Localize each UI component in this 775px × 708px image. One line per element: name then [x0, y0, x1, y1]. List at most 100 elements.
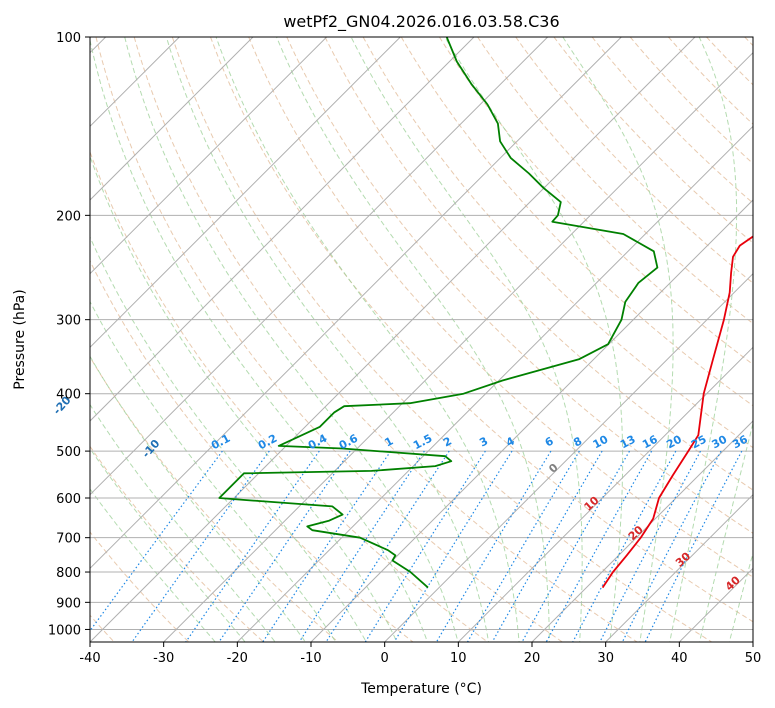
- line-labels: 0.10.20.40.611.52346810131620253036-100-…: [51, 393, 751, 593]
- mixing-ratio-line: [262, 450, 392, 642]
- dry-adiabat-line: [362, 37, 753, 449]
- mixing-ratio-line: [325, 450, 450, 642]
- dry-adiabat-line: [171, 37, 713, 642]
- x-axis-label: Temperature (°C): [360, 681, 482, 697]
- dry-adiabat-line: [90, 356, 339, 642]
- dry-adiabat-line: [95, 37, 564, 642]
- mixing-ratio-label: 13: [618, 433, 638, 452]
- mixing-ratio-lines: [90, 450, 743, 642]
- x-tick-label: -10: [300, 651, 321, 666]
- moist-adiabat-line: [124, 37, 459, 642]
- mixing-ratio-label: 30: [710, 433, 730, 452]
- isotherm-gridline: [90, 37, 622, 570]
- plot-frame: [89, 36, 754, 643]
- x-tick-label: 0: [381, 651, 389, 666]
- y-tick-label: 500: [56, 445, 81, 460]
- dry-adiabat-line: [400, 37, 753, 407]
- mixing-ratio-label: 2: [441, 434, 454, 449]
- mixing-ratio-line: [435, 450, 552, 642]
- dewpoint-profile-line: [218, 37, 659, 589]
- isotherm-gridline: [236, 125, 753, 642]
- mixing-ratio-label: 6: [543, 434, 556, 449]
- mixing-ratio-line: [644, 450, 743, 642]
- moist-adiabat-line: [90, 403, 276, 642]
- x-tick-label: 50: [745, 651, 762, 666]
- x-tick-label: 30: [597, 651, 614, 666]
- dry-adiabat-line: [438, 37, 753, 366]
- x-tick-label: -30: [153, 651, 174, 666]
- mixing-ratio-label: 20: [664, 433, 684, 452]
- dry-adiabat-line: [248, 37, 753, 578]
- y-tick-label: 400: [56, 388, 81, 403]
- moist-adiabat-line: [90, 488, 216, 642]
- mixing-ratio-line: [572, 450, 677, 642]
- x-tick-label: -20: [227, 651, 248, 666]
- mixing-ratio-line: [521, 450, 631, 642]
- x-tick-label: 10: [450, 651, 467, 666]
- dry-adiabat-label: -10: [140, 437, 163, 461]
- y-tick-label: 900: [56, 596, 81, 611]
- moist-adiabat-line: [699, 421, 753, 642]
- moist-adiabat-label: 40: [723, 573, 743, 593]
- moist-adiabat-line: [90, 300, 337, 642]
- isotherm-gridline: [752, 641, 753, 642]
- x-axis-ticks: -40 -30 -20 -10 0 10 20 30 40 50: [79, 642, 761, 666]
- moist-adiabat-line: [90, 154, 398, 642]
- moist-adiabat-line: [90, 235, 367, 642]
- x-tick-label: 40: [671, 651, 688, 666]
- mixing-ratio-label: 10: [591, 433, 611, 452]
- y-tick-label: 600: [56, 492, 81, 507]
- x-tick-label: 20: [524, 651, 541, 666]
- dry-adiabat-line: [133, 37, 638, 642]
- moist-adiabat-label: 30: [673, 549, 693, 569]
- isotherm-gridline: [531, 420, 753, 642]
- moist-adiabat-line: [215, 37, 520, 642]
- isotherm-gridline: [90, 37, 475, 422]
- moist-adiabat-label: 10: [582, 494, 602, 514]
- isotherm-gridline: [384, 272, 753, 642]
- y-axis-ticks: 100 200 300 400 500 600 700 800 900 1000: [48, 31, 90, 638]
- mixing-ratio-line: [393, 450, 513, 642]
- mixing-ratio-label: 8: [571, 434, 584, 449]
- moist-adiabat-label: 20: [626, 523, 646, 543]
- moist-adiabat-line: [562, 37, 674, 642]
- grid-lines: [90, 37, 753, 642]
- mixing-ratio-label: 36: [730, 433, 750, 452]
- isotherm-gridline: [90, 37, 254, 201]
- mixing-ratio-label: 1.5: [411, 432, 434, 453]
- isotherm-gridline: [310, 199, 753, 642]
- mixing-ratio-line: [185, 450, 320, 642]
- mixing-ratio-label: 25: [689, 433, 709, 452]
- background-lines: [90, 37, 753, 642]
- isotherm-gridline: [605, 493, 753, 642]
- dry-adiabat-line: [324, 37, 753, 491]
- dry-adiabat-line: [90, 531, 190, 642]
- isotherm-gridline: [90, 37, 401, 349]
- chart-title: wetPf2_GN04.2026.016.03.58.C36: [283, 12, 559, 32]
- dry-adiabat-line: [553, 37, 753, 244]
- moist-adiabat-line: [165, 37, 490, 642]
- y-tick-label: 800: [56, 566, 81, 581]
- moist-adiabat-line: [90, 447, 246, 642]
- moist-adiabat-line: [728, 551, 753, 642]
- mixing-ratio-line: [364, 450, 486, 642]
- dry-adiabat-line: [90, 259, 414, 642]
- isotherm-gridline: [678, 567, 753, 642]
- isotherm-gridline: [90, 37, 696, 642]
- y-tick-label: 1000: [48, 623, 81, 638]
- moist-adiabat-line: [669, 37, 738, 642]
- mixing-ratio-line: [131, 450, 270, 642]
- mixing-ratio-line: [298, 450, 425, 642]
- dry-adiabat-line: [515, 37, 753, 284]
- mixing-ratio-label: 3: [477, 434, 490, 449]
- moist-adiabat-line: [90, 355, 307, 642]
- profile-series: [218, 37, 753, 589]
- dry-adiabat-line: [90, 445, 265, 642]
- dry-adiabat-line: [591, 37, 753, 204]
- mixing-ratio-label: 1: [383, 434, 396, 449]
- isotherm-gridline: [163, 51, 753, 642]
- isotherm-gridline: [457, 346, 753, 642]
- mixing-ratio-label: 0.1: [209, 432, 232, 453]
- mixing-ratio-label: 0.4: [306, 432, 330, 453]
- y-tick-label: 300: [56, 314, 81, 329]
